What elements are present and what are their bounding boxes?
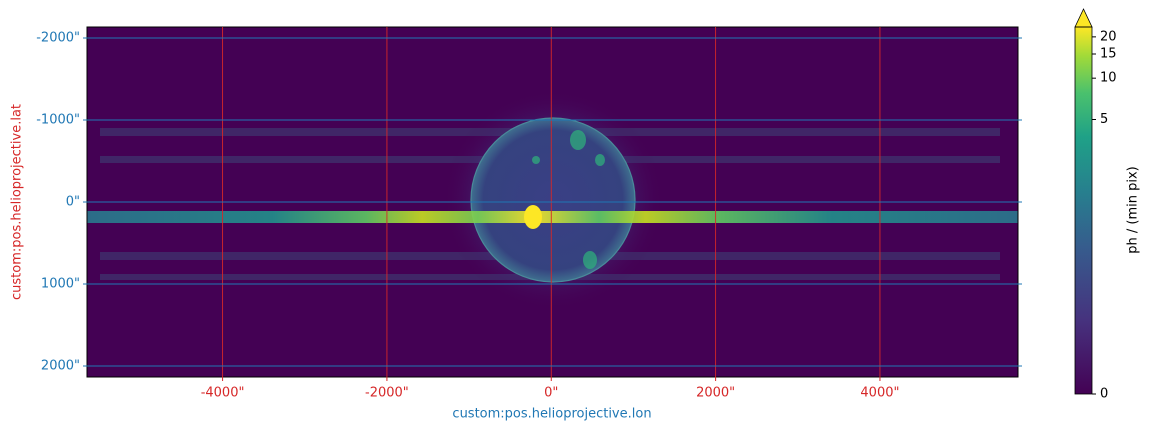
colorbar-tick-label: 0 — [1100, 387, 1108, 402]
y-tick-label: -2000" — [36, 30, 80, 45]
x-tick-label: 4000" — [860, 386, 899, 401]
colorbar-frame — [1074, 26, 1093, 395]
x-tick-label: -2000" — [365, 386, 409, 401]
y-tick-label: 0" — [66, 195, 80, 210]
x-tick-label: 0" — [544, 386, 558, 401]
y-tick-label: 1000" — [41, 277, 80, 292]
colorbar-tick-label: 10 — [1100, 71, 1117, 86]
colorbar — [1075, 27, 1092, 394]
colorbar-extend — [1074, 8, 1093, 28]
colorbar-tick-label: 5 — [1100, 112, 1108, 127]
y-tick-label: 2000" — [41, 359, 80, 374]
y-axis-label: custom:pos.helioprojective.lat — [10, 104, 25, 300]
x-axis-label: custom:pos.helioprojective.lon — [452, 407, 651, 422]
y-tick-label: -1000" — [36, 112, 80, 127]
colorbar-tick-label: 20 — [1100, 29, 1117, 44]
x-tick-label: 2000" — [696, 386, 735, 401]
x-tick-label: -4000" — [201, 386, 245, 401]
colorbar-label: ph / (min pix) — [1126, 166, 1141, 253]
colorbar-tick-label: 15 — [1100, 47, 1117, 62]
